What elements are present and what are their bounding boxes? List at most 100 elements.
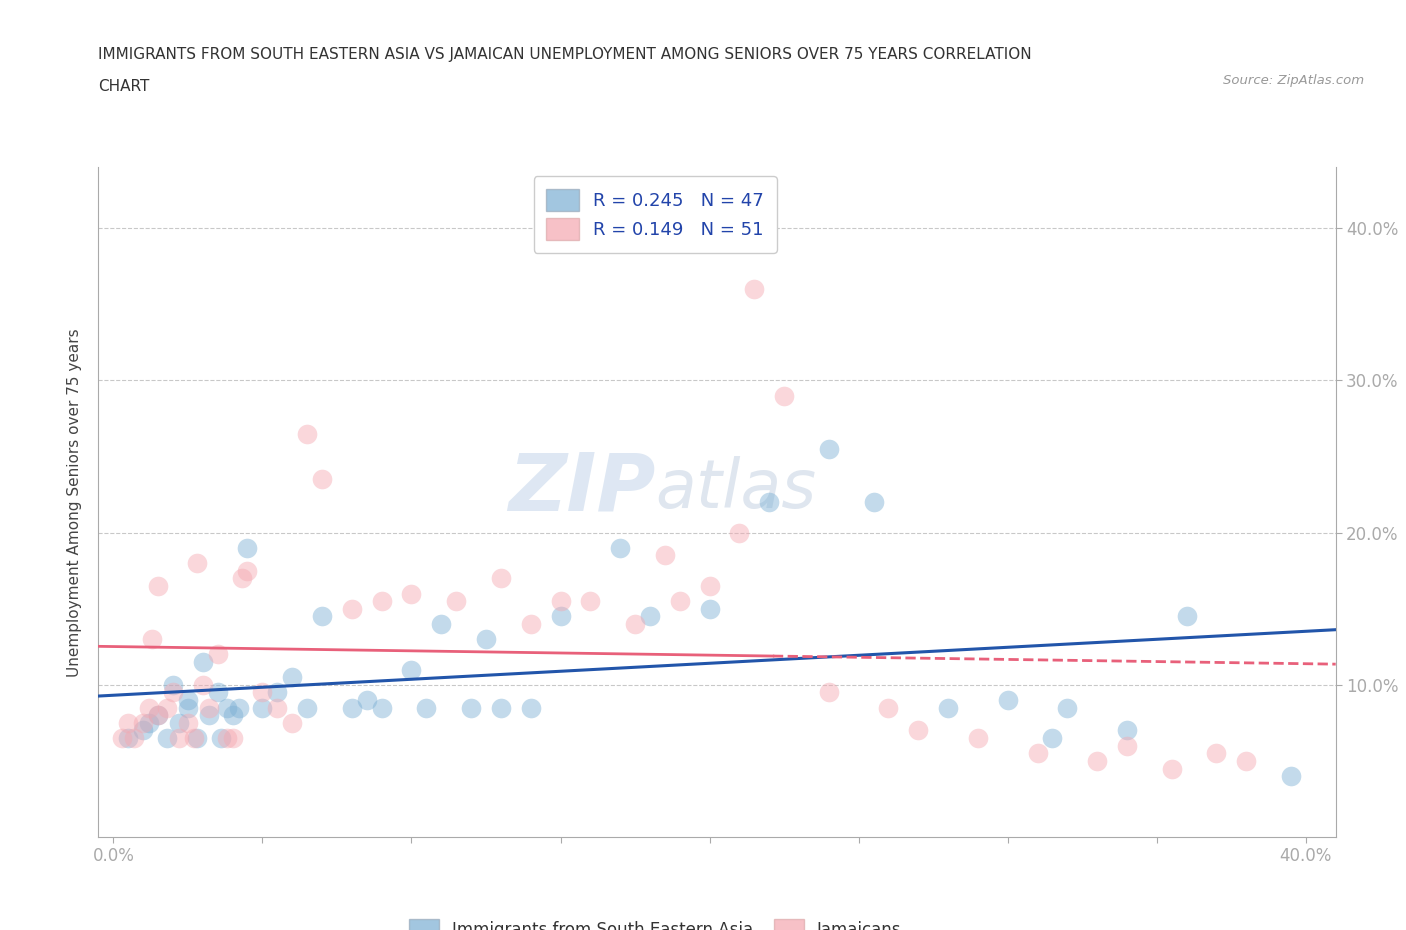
Point: [186, 731, 208, 746]
Point: [221, 708, 243, 723]
Point: [489, 571, 512, 586]
Point: [207, 647, 229, 662]
Point: [758, 495, 780, 510]
Point: [1116, 723, 1139, 737]
Point: [624, 617, 647, 631]
Point: [550, 609, 572, 624]
Point: [1026, 746, 1049, 761]
Point: [221, 731, 243, 746]
Point: [209, 731, 232, 746]
Point: [699, 602, 721, 617]
Point: [877, 700, 900, 715]
Point: [117, 731, 139, 746]
Point: [177, 715, 200, 730]
Point: [252, 685, 274, 700]
Legend: Immigrants from South Eastern Asia, Jamaicans: Immigrants from South Eastern Asia, Jama…: [402, 912, 908, 930]
Point: [311, 609, 333, 624]
Point: [266, 685, 288, 700]
Point: [579, 593, 602, 608]
Point: [519, 700, 541, 715]
Point: [638, 609, 661, 624]
Point: [117, 715, 139, 730]
Point: [997, 693, 1019, 708]
Point: [907, 723, 929, 737]
Point: [340, 700, 363, 715]
Point: [415, 700, 437, 715]
Point: [141, 631, 163, 646]
Point: [818, 442, 841, 457]
Point: [295, 700, 318, 715]
Point: [122, 731, 145, 746]
Point: [146, 708, 169, 723]
Point: [156, 700, 179, 715]
Point: [936, 700, 959, 715]
Point: [231, 571, 253, 586]
Point: [460, 700, 482, 715]
Point: [1279, 769, 1302, 784]
Text: IMMIGRANTS FROM SOUTH EASTERN ASIA VS JAMAICAN UNEMPLOYMENT AMONG SENIORS OVER 7: IMMIGRANTS FROM SOUTH EASTERN ASIA VS JA…: [98, 46, 1032, 61]
Point: [138, 715, 160, 730]
Point: [609, 540, 631, 555]
Point: [489, 700, 512, 715]
Point: [654, 548, 676, 563]
Point: [728, 525, 751, 540]
Text: Source: ZipAtlas.com: Source: ZipAtlas.com: [1223, 74, 1364, 87]
Point: [132, 723, 155, 737]
Point: [186, 555, 208, 570]
Y-axis label: Unemployment Among Seniors over 75 years: Unemployment Among Seniors over 75 years: [67, 328, 83, 676]
Point: [236, 564, 259, 578]
Text: ZIP: ZIP: [508, 450, 655, 528]
Text: atlas: atlas: [655, 456, 817, 522]
Point: [146, 578, 169, 593]
Point: [215, 700, 238, 715]
Point: [444, 593, 467, 608]
Point: [167, 731, 190, 746]
Point: [1042, 731, 1064, 746]
Point: [215, 731, 238, 746]
Point: [111, 731, 134, 746]
Point: [519, 617, 541, 631]
Point: [401, 662, 423, 677]
Point: [266, 700, 288, 715]
Point: [550, 593, 572, 608]
Point: [744, 282, 766, 297]
Point: [370, 700, 392, 715]
Point: [1160, 761, 1182, 776]
Point: [340, 602, 363, 617]
Point: [191, 655, 214, 670]
Point: [281, 670, 304, 684]
Point: [236, 540, 259, 555]
Point: [177, 693, 200, 708]
Point: [1085, 753, 1108, 768]
Point: [197, 708, 219, 723]
Point: [311, 472, 333, 486]
Point: [138, 700, 160, 715]
Point: [183, 731, 205, 746]
Point: [773, 388, 796, 403]
Point: [1175, 609, 1198, 624]
Point: [281, 715, 304, 730]
Point: [132, 715, 155, 730]
Point: [1116, 738, 1139, 753]
Point: [430, 617, 453, 631]
Point: [699, 578, 721, 593]
Point: [177, 700, 200, 715]
Point: [162, 685, 184, 700]
Point: [156, 731, 179, 746]
Point: [146, 708, 169, 723]
Point: [1205, 746, 1227, 761]
Point: [862, 495, 884, 510]
Point: [228, 700, 250, 715]
Point: [162, 677, 184, 692]
Point: [668, 593, 690, 608]
Point: [191, 677, 214, 692]
Point: [401, 586, 423, 601]
Point: [252, 700, 274, 715]
Text: CHART: CHART: [98, 79, 150, 94]
Point: [475, 631, 498, 646]
Point: [818, 685, 841, 700]
Point: [1056, 700, 1078, 715]
Point: [197, 700, 219, 715]
Point: [1234, 753, 1257, 768]
Point: [207, 685, 229, 700]
